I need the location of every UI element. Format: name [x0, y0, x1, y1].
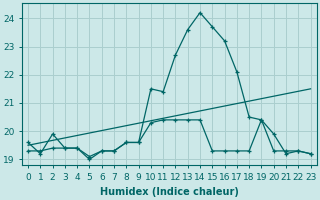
X-axis label: Humidex (Indice chaleur): Humidex (Indice chaleur) [100, 187, 239, 197]
